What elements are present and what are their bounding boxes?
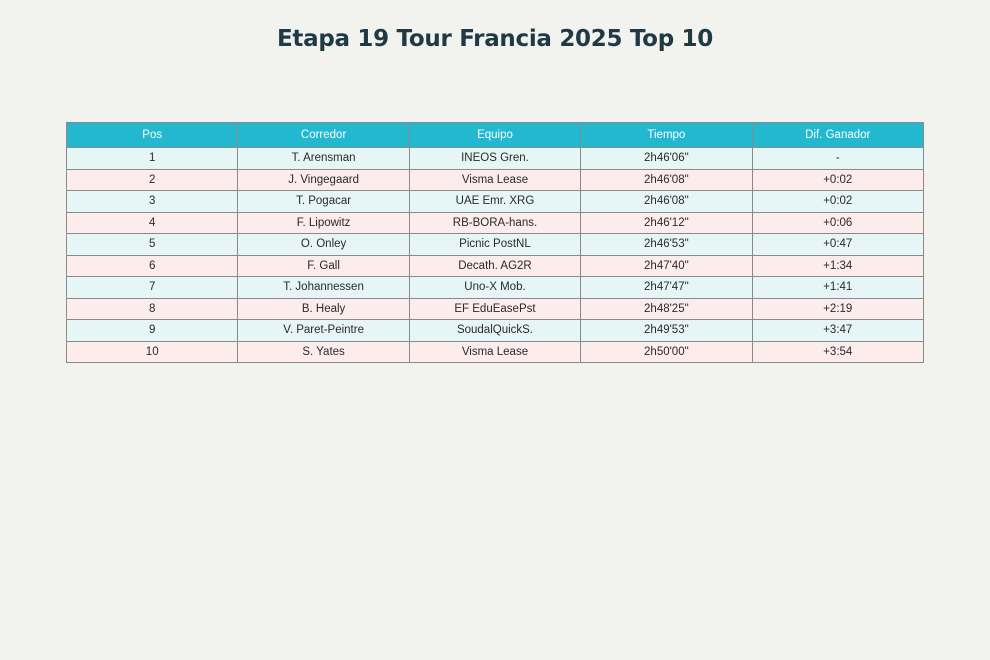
table-row: 6 F. Gall Decath. AG2R 2h47'40" +1:34 [65, 254, 925, 277]
cell-dif-ganador: +3:54 [751, 340, 925, 363]
cell-corredor: O. Onley [237, 233, 410, 256]
cell-tiempo: 2h46'08" [580, 168, 753, 191]
cell-equipo: Picnic PostNL [408, 233, 582, 256]
cell-dif-ganador: +0:02 [751, 168, 925, 191]
cell-corredor: F. Lipowitz [237, 211, 410, 234]
cell-pos: 2 [65, 168, 239, 191]
table-row: 5 O. Onley Picnic PostNL 2h46'53" +0:47 [65, 233, 925, 256]
cell-pos: 1 [65, 147, 239, 170]
cell-tiempo: 2h47'40" [580, 254, 753, 277]
cell-equipo: Decath. AG2R [408, 254, 582, 277]
cell-corredor: F. Gall [237, 254, 410, 277]
cell-equipo: Visma Lease [408, 340, 582, 363]
table-body: 1 T. Arensman INEOS Gren. 2h46'06" -2 J. Ving… [65, 147, 925, 363]
column-header-equipo: Equipo [408, 122, 582, 148]
cell-tiempo: 2h46'12" [580, 211, 753, 234]
column-header-pos: Pos [65, 122, 239, 148]
table-row: 8 B. Healy EF EduEasePst 2h48'25" +2:19 [65, 297, 925, 320]
table-row: 2 J. Vingegaard Visma Lease 2h46'08" +0:02 [65, 168, 925, 191]
cell-pos: 4 [65, 211, 239, 234]
cell-dif-ganador: +1:41 [751, 276, 925, 299]
cell-corredor: S. Yates [237, 340, 410, 363]
cell-dif-ganador: - [751, 147, 925, 170]
table-row: 1 T. Arensman INEOS Gren. 2h46'06" - [65, 147, 925, 170]
cell-tiempo: 2h49'53" [580, 319, 753, 342]
table-row: 10 S. Yates Visma Lease 2h50'00" +3:54 [65, 340, 925, 363]
cell-corredor: B. Healy [237, 297, 410, 320]
cell-dif-ganador: +3:47 [751, 319, 925, 342]
cell-pos: 5 [65, 233, 239, 256]
cell-pos: 9 [65, 319, 239, 342]
cell-tiempo: 2h47'47" [580, 276, 753, 299]
cell-pos: 7 [65, 276, 239, 299]
cell-pos: 10 [65, 340, 239, 363]
cell-tiempo: 2h48'25" [580, 297, 753, 320]
cell-equipo: Visma Lease [408, 168, 582, 191]
column-header-corredor: Corredor [237, 122, 410, 148]
header-row: Pos Corredor Equipo Tiempo Dif. Ganador [65, 122, 925, 148]
cell-equipo: SoudalQuickS. [408, 319, 582, 342]
cell-equipo: INEOS Gren. [408, 147, 582, 170]
cell-equipo: EF EduEasePst [408, 297, 582, 320]
chart-title: Etapa 19 Tour Francia 2025 Top 10 [277, 26, 713, 52]
cell-corredor: J. Vingegaard [237, 168, 410, 191]
cell-dif-ganador: +2:19 [751, 297, 925, 320]
cell-pos: 3 [65, 190, 239, 213]
cell-tiempo: 2h46'08" [580, 190, 753, 213]
cell-tiempo: 2h46'06" [580, 147, 753, 170]
table-row: 9 V. Paret-Peintre SoudalQuickS. 2h49'53" +3… [65, 319, 925, 342]
cell-pos: 8 [65, 297, 239, 320]
cell-tiempo: 2h50'00" [580, 340, 753, 363]
cell-equipo: Uno-X Mob. [408, 276, 582, 299]
cell-equipo: UAE Emr. XRG [408, 190, 582, 213]
cell-corredor: T. Johannessen [237, 276, 410, 299]
cell-pos: 6 [65, 254, 239, 277]
cell-tiempo: 2h46'53" [580, 233, 753, 256]
cell-corredor: T. Arensman [237, 147, 410, 170]
cell-corredor: T. Pogacar [237, 190, 410, 213]
cell-equipo: RB-BORA-hans. [408, 211, 582, 234]
table-row: 7 T. Johannessen Uno-X Mob. 2h47'47" +1:41 [65, 276, 925, 299]
cell-dif-ganador: +0:02 [751, 190, 925, 213]
column-header-dif-ganador: Dif. Ganador [751, 122, 925, 148]
cell-dif-ganador: +0:06 [751, 211, 925, 234]
column-header-tiempo: Tiempo [580, 122, 753, 148]
cell-dif-ganador: +1:34 [751, 254, 925, 277]
results-table: Pos Corredor Equipo Tiempo Dif. Ganador … [65, 122, 925, 363]
table-row: 4 F. Lipowitz RB-BORA-hans. 2h46'12" +0:06 [65, 211, 925, 234]
table-row: 3 T. Pogacar UAE Emr. XRG 2h46'08" +0:02 [65, 190, 925, 213]
cell-dif-ganador: +0:47 [751, 233, 925, 256]
cell-corredor: V. Paret-Peintre [237, 319, 410, 342]
